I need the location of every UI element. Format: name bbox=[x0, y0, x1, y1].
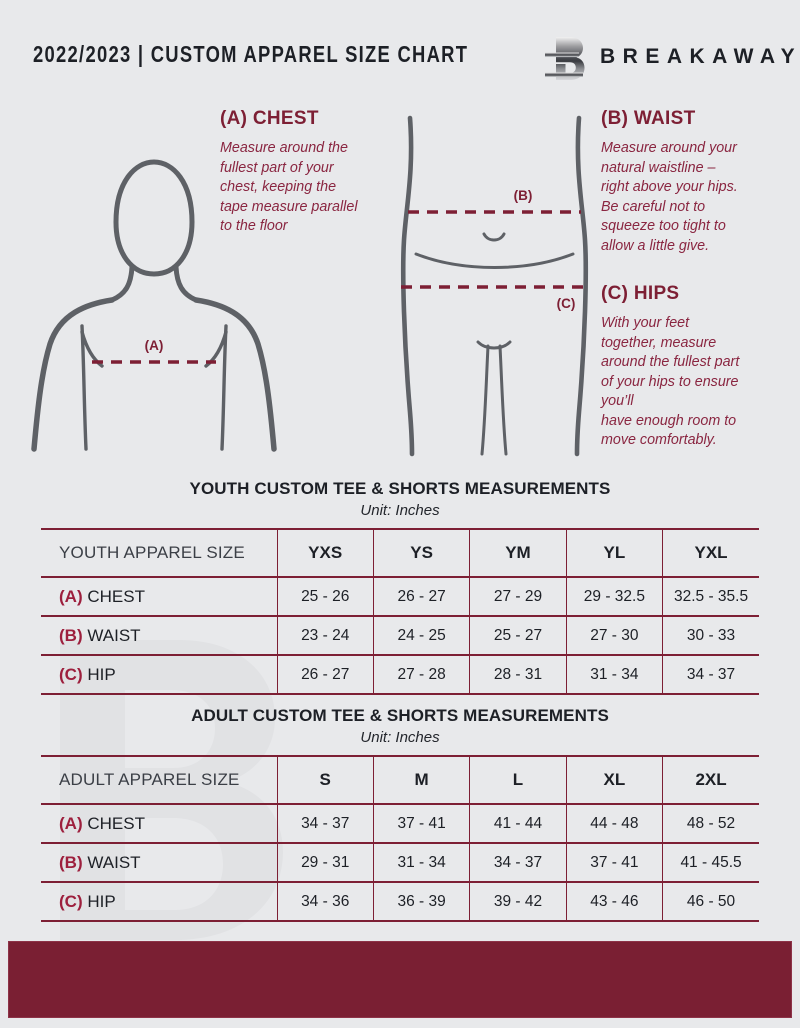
breakaway-b-logo-icon bbox=[545, 37, 585, 80]
youth-r0-c1: 26 - 27 bbox=[372, 576, 470, 617]
adult-r2-c3: 43 - 46 bbox=[565, 881, 663, 922]
youth-r2-c3: 31 - 34 bbox=[565, 654, 663, 695]
table-row: (B) WAIST 29 - 31 31 - 34 34 - 37 37 - 4… bbox=[41, 842, 759, 883]
table-row: (C) HIP 34 - 36 36 - 39 39 - 42 43 - 46 … bbox=[41, 881, 759, 922]
adult-row-1-label: (B) WAIST bbox=[41, 842, 277, 883]
instruction-chest: (A) CHEST Measure around the fullest par… bbox=[220, 108, 395, 237]
instruction-waist-title: (B) WAIST bbox=[601, 108, 696, 129]
youth-row-1-label: (B) WAIST bbox=[41, 615, 277, 656]
adult-row-header: ADULT APPAREL SIZE bbox=[41, 755, 277, 805]
adult-r1-c4: 41 - 45.5 bbox=[662, 842, 759, 883]
adult-r2-c2: 39 - 42 bbox=[469, 881, 567, 922]
youth-size-table: YOUTH APPAREL SIZE YXS YS YM YL YXL (A) … bbox=[41, 528, 759, 695]
youth-r0-c4: 32.5 - 35.5 bbox=[662, 576, 759, 617]
youth-r0-c3: 29 - 32.5 bbox=[565, 576, 663, 617]
youth-r1-c3: 27 - 30 bbox=[565, 615, 663, 656]
adult-r0-c1: 37 - 41 bbox=[372, 803, 470, 844]
youth-row-2-name: HIP bbox=[87, 664, 116, 684]
instruction-hips-title: (C) HIPS bbox=[601, 283, 680, 304]
youth-r1-c1: 24 - 25 bbox=[372, 615, 470, 656]
adult-row-0-label: (A) CHEST bbox=[41, 803, 277, 844]
adult-r1-c1: 31 - 34 bbox=[372, 842, 470, 883]
footer-accent-bar bbox=[8, 941, 792, 1018]
youth-r2-c4: 34 - 37 bbox=[662, 654, 759, 695]
table-header-row: ADULT APPAREL SIZE S M L XL 2XL bbox=[41, 755, 759, 805]
youth-row-0-name: CHEST bbox=[87, 586, 145, 606]
adult-r0-c3: 44 - 48 bbox=[565, 803, 663, 844]
youth-section-title: YOUTH CUSTOM TEE & SHORTS MEASUREMENTS bbox=[189, 479, 611, 498]
adult-r2-c0: 34 - 36 bbox=[276, 881, 374, 922]
adult-r0-c2: 41 - 44 bbox=[469, 803, 567, 844]
adult-r1-c2: 34 - 37 bbox=[469, 842, 567, 883]
table-header-row: YOUTH APPAREL SIZE YXS YS YM YL YXL bbox=[41, 528, 759, 578]
adult-row-0-name: CHEST bbox=[87, 813, 145, 833]
adult-col-4: 2XL bbox=[662, 755, 759, 805]
youth-row-header: YOUTH APPAREL SIZE bbox=[41, 528, 277, 578]
youth-row-2-label: (C) HIP bbox=[41, 654, 277, 695]
adult-row-1-name: WAIST bbox=[87, 852, 141, 872]
instruction-hips-body: With your feet together, measure around … bbox=[601, 315, 740, 448]
svg-text:(A): (A) bbox=[145, 338, 164, 353]
youth-col-4: YXL bbox=[662, 528, 759, 578]
table-row: (B) WAIST 23 - 24 24 - 25 25 - 27 27 - 3… bbox=[41, 615, 759, 656]
upper-body-torso-figure-icon: (A) bbox=[31, 159, 277, 452]
svg-text:(C): (C) bbox=[557, 296, 576, 311]
adult-r1-c3: 37 - 41 bbox=[565, 842, 663, 883]
youth-r2-c1: 27 - 28 bbox=[372, 654, 470, 695]
adult-size-table: ADULT APPAREL SIZE S M L XL 2XL (A) CHES… bbox=[41, 755, 759, 922]
youth-row-1-name: WAIST bbox=[87, 625, 141, 645]
adult-r0-c4: 48 - 52 bbox=[662, 803, 759, 844]
instruction-chest-title: (A) CHEST bbox=[220, 108, 319, 129]
page-title: 2022/2023 | CUSTOM APPAREL SIZE CHART bbox=[33, 41, 469, 67]
instruction-waist: (B) WAIST Measure around your natural wa… bbox=[601, 108, 781, 256]
adult-r2-c1: 36 - 39 bbox=[372, 881, 470, 922]
adult-section-title: ADULT CUSTOM TEE & SHORTS MEASUREMENTS bbox=[191, 706, 609, 725]
instruction-waist-body: Measure around your natural waistline – … bbox=[601, 140, 738, 254]
youth-row-1-tag: (B) bbox=[59, 625, 83, 645]
adult-r0-c0: 34 - 37 bbox=[276, 803, 374, 844]
instruction-hips: (C) HIPS With your feet together, measur… bbox=[601, 283, 786, 451]
adult-row-1-tag: (B) bbox=[59, 852, 83, 872]
youth-row-0-label: (A) CHEST bbox=[41, 576, 277, 617]
adult-col-0: S bbox=[276, 755, 374, 805]
youth-r2-c2: 28 - 31 bbox=[469, 654, 567, 695]
youth-section: YOUTH CUSTOM TEE & SHORTS MEASUREMENTS U… bbox=[41, 479, 759, 695]
table-row: (A) CHEST 34 - 37 37 - 41 41 - 44 44 - 4… bbox=[41, 803, 759, 844]
adult-col-1: M bbox=[372, 755, 470, 805]
youth-col-0: YXS bbox=[276, 528, 374, 578]
svg-text:(B): (B) bbox=[514, 188, 533, 203]
youth-r0-c2: 27 - 29 bbox=[469, 576, 567, 617]
adult-r2-c4: 46 - 50 bbox=[662, 881, 759, 922]
instruction-chest-body: Measure around the fullest part of your … bbox=[220, 140, 358, 234]
adult-row-2-name: HIP bbox=[87, 891, 116, 911]
adult-row-2-label: (C) HIP bbox=[41, 881, 277, 922]
adult-section-unit: Unit: Inches bbox=[360, 729, 440, 746]
page-header: 2022/2023 | CUSTOM APPAREL SIZE CHART BR… bbox=[0, 32, 800, 82]
adult-col-3: XL bbox=[565, 755, 663, 805]
lower-body-hips-figure-icon: (B) (C) bbox=[400, 115, 589, 457]
adult-row-2-tag: (C) bbox=[59, 891, 83, 911]
youth-r2-c0: 26 - 27 bbox=[276, 654, 374, 695]
adult-row-0-tag: (A) bbox=[59, 813, 83, 833]
youth-section-unit: Unit: Inches bbox=[360, 502, 440, 519]
youth-row-2-tag: (C) bbox=[59, 664, 83, 684]
adult-col-2: L bbox=[469, 755, 567, 805]
youth-col-3: YL bbox=[565, 528, 663, 578]
youth-row-0-tag: (A) bbox=[59, 586, 83, 606]
youth-r1-c2: 25 - 27 bbox=[469, 615, 567, 656]
table-row: (C) HIP 26 - 27 27 - 28 28 - 31 31 - 34 … bbox=[41, 654, 759, 695]
table-row: (A) CHEST 25 - 26 26 - 27 27 - 29 29 - 3… bbox=[41, 576, 759, 617]
youth-col-1: YS bbox=[372, 528, 470, 578]
youth-col-2: YM bbox=[469, 528, 567, 578]
adult-r1-c0: 29 - 31 bbox=[276, 842, 374, 883]
youth-r0-c0: 25 - 26 bbox=[276, 576, 374, 617]
brand-name: BREAKAWAY bbox=[600, 45, 800, 68]
adult-section: ADULT CUSTOM TEE & SHORTS MEASUREMENTS U… bbox=[41, 706, 759, 922]
youth-r1-c4: 30 - 33 bbox=[662, 615, 759, 656]
youth-r1-c0: 23 - 24 bbox=[276, 615, 374, 656]
